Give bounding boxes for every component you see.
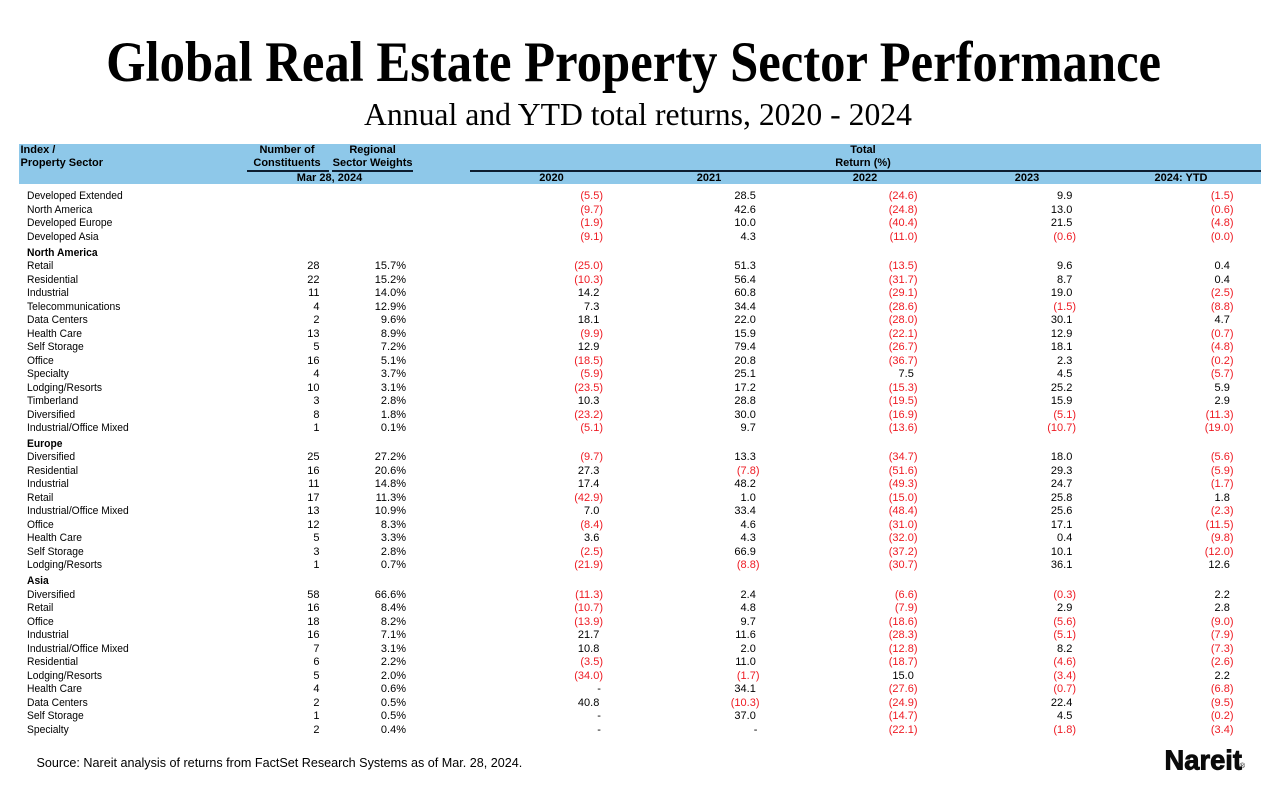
svg-text:®: ® bbox=[1240, 761, 1246, 770]
svg-text:Nareit: Nareit bbox=[1165, 746, 1242, 774]
